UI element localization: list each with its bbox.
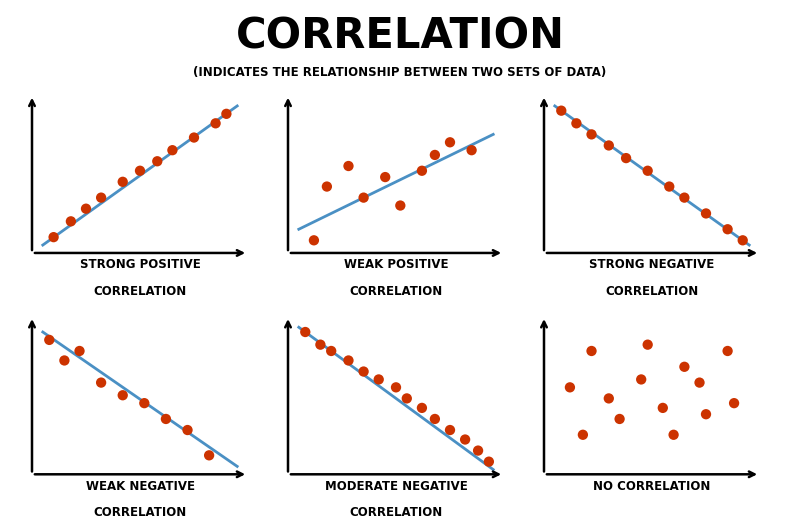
Point [722,347,734,355]
Point [307,236,320,245]
Point [699,209,713,218]
Text: CORRELATION: CORRELATION [350,506,442,519]
Point [138,399,150,407]
Point [401,394,414,403]
Text: WEAK NEGATIVE: WEAK NEGATIVE [86,480,194,493]
Point [166,146,179,154]
Point [429,415,442,423]
Point [429,151,442,159]
Point [585,130,598,139]
Point [151,157,164,165]
Point [443,426,456,434]
Text: NO CORRELATION: NO CORRELATION [594,480,710,493]
Point [187,133,200,142]
Text: WEAK POSITIVE: WEAK POSITIVE [344,258,448,271]
Point [314,340,326,349]
Point [699,410,713,418]
Point [443,138,456,147]
Point [94,193,107,202]
Point [728,399,741,407]
Point [321,182,334,191]
Point [202,451,215,460]
Text: CORRELATION: CORRELATION [94,506,186,519]
Point [642,340,654,349]
Point [693,378,706,387]
Point [116,178,129,186]
Point [342,162,355,170]
Point [342,356,355,365]
Point [73,347,86,355]
Point [563,383,576,392]
Point [602,394,615,403]
Point [181,426,194,434]
Point [47,233,60,241]
Point [482,457,495,466]
Text: CORRELATION: CORRELATION [94,285,186,298]
Point [210,119,222,128]
Point [372,375,385,384]
Text: STRONG POSITIVE: STRONG POSITIVE [80,258,200,271]
Point [415,167,428,175]
Point [635,375,648,384]
Point [620,154,633,162]
Point [80,204,92,213]
Text: MODERATE NEGATIVE: MODERATE NEGATIVE [325,480,467,493]
Point [663,182,676,191]
Text: (INDICATES THE RELATIONSHIP BETWEEN TWO SETS OF DATA): (INDICATES THE RELATIONSHIP BETWEEN TWO … [194,66,606,79]
Point [357,367,370,376]
Point [577,431,590,439]
Point [390,383,402,392]
Point [656,404,669,412]
Point [299,328,312,336]
Point [159,415,172,423]
Text: STRONG NEGATIVE: STRONG NEGATIVE [590,258,714,271]
Text: CORRELATION: CORRELATION [606,285,698,298]
Point [458,435,471,444]
Point [325,347,338,355]
Point [585,347,598,355]
Point [570,119,582,128]
Point [134,167,146,175]
Point [736,236,749,245]
Point [472,446,485,455]
Point [678,363,691,371]
Text: CORRELATION: CORRELATION [235,16,565,58]
Point [94,378,107,387]
Point [43,336,56,344]
Point [614,415,626,423]
Point [58,356,70,365]
Point [555,106,568,115]
Point [394,201,406,210]
Point [415,404,428,412]
Point [65,217,78,226]
Point [466,146,478,154]
Point [220,110,233,118]
Point [379,173,392,181]
Point [357,193,370,202]
Point [116,391,129,399]
Text: CORRELATION: CORRELATION [350,285,442,298]
Point [667,431,680,439]
Point [602,141,615,150]
Point [642,167,654,175]
Point [722,225,734,233]
Point [678,193,691,202]
